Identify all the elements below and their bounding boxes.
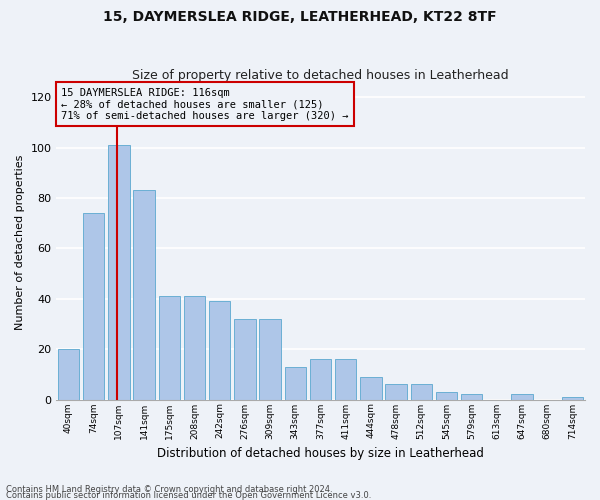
Text: Contains HM Land Registry data © Crown copyright and database right 2024.: Contains HM Land Registry data © Crown c… — [6, 484, 332, 494]
Bar — [335, 359, 356, 400]
Bar — [562, 397, 583, 400]
Bar — [209, 301, 230, 400]
Bar — [385, 384, 407, 400]
Bar — [108, 145, 130, 400]
Bar — [184, 296, 205, 400]
Bar — [360, 377, 382, 400]
Bar — [133, 190, 155, 400]
Y-axis label: Number of detached properties: Number of detached properties — [15, 154, 25, 330]
Bar — [83, 213, 104, 400]
Bar — [310, 359, 331, 400]
Bar — [234, 319, 256, 400]
Text: 15, DAYMERSLEA RIDGE, LEATHERHEAD, KT22 8TF: 15, DAYMERSLEA RIDGE, LEATHERHEAD, KT22 … — [103, 10, 497, 24]
Bar — [259, 319, 281, 400]
Title: Size of property relative to detached houses in Leatherhead: Size of property relative to detached ho… — [132, 69, 509, 82]
Bar — [511, 394, 533, 400]
Bar — [284, 367, 306, 400]
Bar — [436, 392, 457, 400]
X-axis label: Distribution of detached houses by size in Leatherhead: Distribution of detached houses by size … — [157, 447, 484, 460]
Text: 15 DAYMERSLEA RIDGE: 116sqm
← 28% of detached houses are smaller (125)
71% of se: 15 DAYMERSLEA RIDGE: 116sqm ← 28% of det… — [61, 88, 349, 121]
Bar — [410, 384, 432, 400]
Bar — [58, 349, 79, 400]
Text: Contains public sector information licensed under the Open Government Licence v3: Contains public sector information licen… — [6, 490, 371, 500]
Bar — [461, 394, 482, 400]
Bar — [158, 296, 180, 400]
